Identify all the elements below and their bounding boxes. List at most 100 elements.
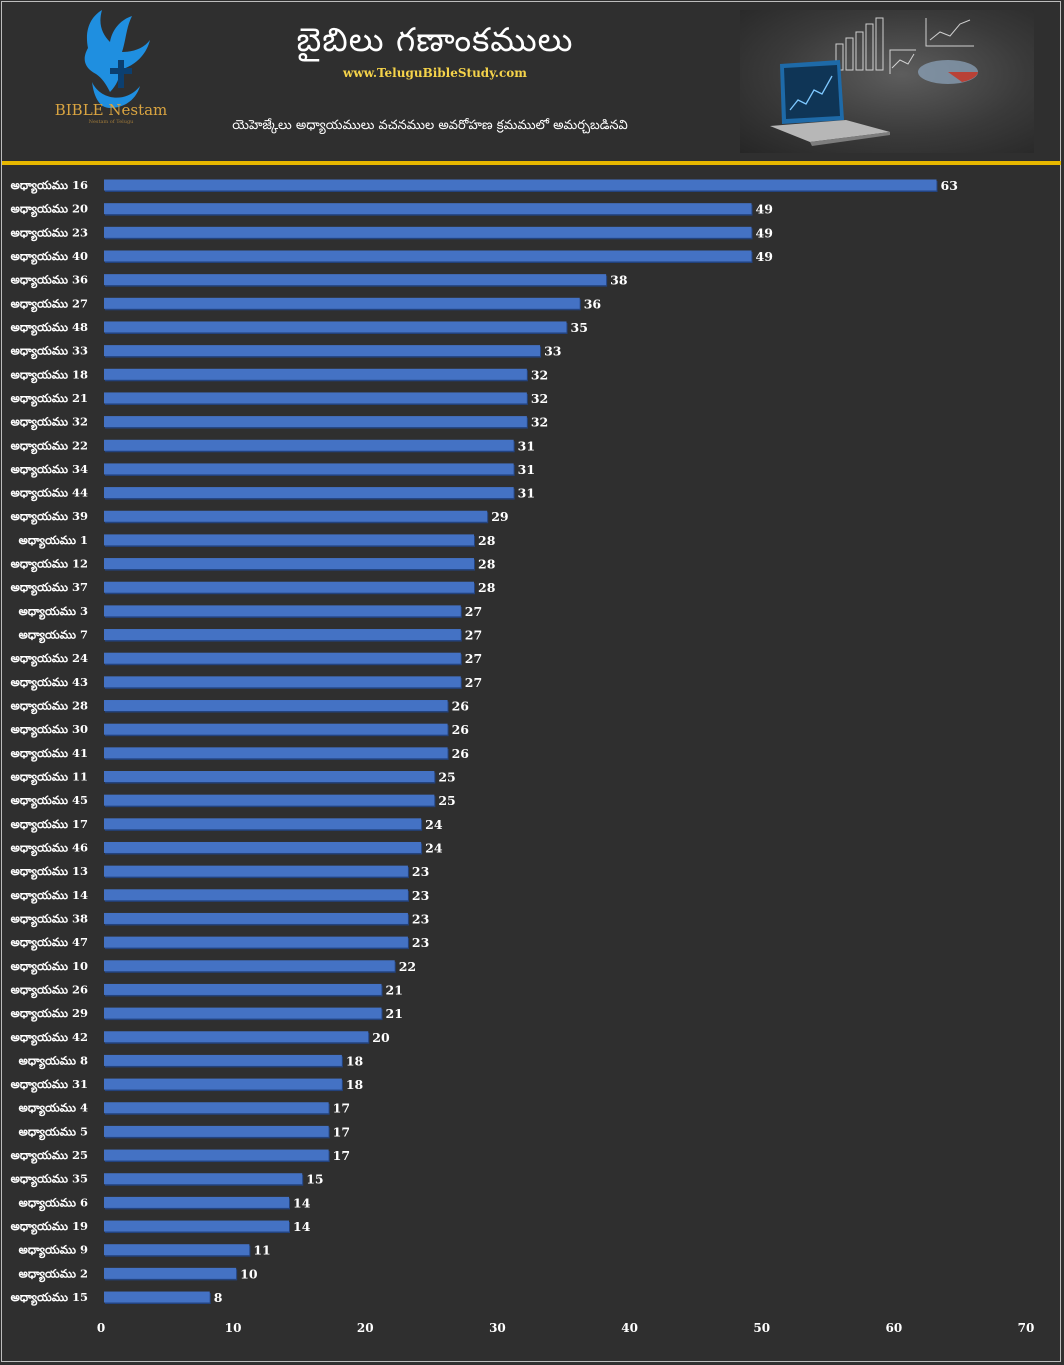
bar: [104, 865, 408, 877]
data-label: 33: [544, 344, 561, 359]
website-link[interactable]: www.TeluguBibleStudy.com: [343, 66, 527, 80]
bar: [104, 345, 541, 357]
bar: [104, 1220, 289, 1232]
data-label: 29: [491, 509, 508, 524]
bar: [104, 771, 435, 782]
category-label: అధ్యాయము 2: [19, 1266, 88, 1282]
data-label: 23: [412, 935, 429, 950]
header: BIBLE Nestam Nestam of Telugu బైబిలు గణా…: [0, 0, 1064, 158]
category-label: అధ్యాయము 28: [11, 699, 88, 715]
bar: [104, 1125, 329, 1137]
category-label: అధ్యాయము 38: [11, 911, 88, 927]
x-tick-label: 40: [621, 1321, 638, 1335]
category-label: అధ్యాయము 41: [11, 746, 88, 762]
bar: [104, 321, 567, 333]
bar: [104, 1007, 382, 1019]
data-label: 49: [756, 249, 773, 264]
bar: [104, 1196, 289, 1208]
bar: [104, 368, 527, 380]
bar: [104, 700, 448, 712]
bar: [104, 676, 461, 688]
bar: [104, 818, 422, 830]
category-label: అధ్యాయము 21: [11, 391, 88, 407]
data-label: 24: [425, 817, 443, 832]
bar: [104, 1244, 250, 1256]
bar: [104, 1291, 210, 1303]
bar: [104, 250, 752, 262]
data-label: 28: [478, 533, 496, 548]
x-tick-label: 0: [97, 1321, 105, 1335]
category-label: అధ్యాయము 8: [19, 1053, 88, 1069]
category-label: అధ్యాయము 37: [11, 580, 88, 596]
data-label: 36: [584, 296, 602, 311]
bar: [104, 274, 607, 286]
category-label: అధ్యాయము 25: [11, 1148, 88, 1164]
x-tick-label: 70: [1018, 1321, 1035, 1335]
data-label: 14: [293, 1195, 311, 1210]
data-label: 49: [756, 202, 773, 217]
bar: [104, 629, 461, 641]
bar: [104, 558, 474, 570]
bar: [104, 841, 422, 853]
bar: [104, 652, 461, 664]
bar: [104, 912, 408, 924]
category-label: అధ్యాయము 45: [11, 793, 88, 809]
category-label: అధ్యాయము 6: [19, 1195, 88, 1211]
category-label: అధ్యాయము 11: [11, 770, 88, 786]
bar: [104, 487, 514, 499]
data-label: 18: [346, 1053, 364, 1068]
data-label: 14: [293, 1219, 311, 1234]
bar: [104, 1149, 329, 1161]
category-label: అధ్యాయము 20: [11, 202, 88, 218]
category-label: అధ్యాయము 22: [11, 438, 88, 454]
data-label: 28: [478, 580, 496, 595]
page-subtitle: యెహెజ్కేలు అధ్యాయములు వచనముల అవరోహణ క్రమ…: [232, 118, 628, 133]
bar: [104, 463, 514, 475]
bar: [104, 1078, 342, 1090]
data-label: 38: [610, 273, 628, 288]
bar: [104, 1173, 303, 1185]
data-label: 26: [452, 722, 470, 737]
category-label: అధ్యాయము 24: [11, 651, 88, 667]
bar: [104, 510, 488, 522]
dove-logo-icon: [84, 10, 150, 108]
data-label: 27: [465, 604, 482, 619]
category-label: అధ్యాయము 35: [11, 1172, 88, 1188]
category-label: అధ్యాయము 27: [11, 296, 88, 312]
page-title: బైబిలు గణాంకములు: [296, 20, 574, 59]
bar: [104, 297, 580, 309]
data-label: 11: [253, 1243, 270, 1258]
x-tick-label: 60: [886, 1321, 903, 1335]
bar: [104, 1267, 237, 1279]
data-label: 22: [399, 959, 416, 974]
bar: [104, 203, 752, 215]
category-label: అధ్యాయము 32: [11, 415, 88, 431]
bar: [104, 605, 461, 617]
data-label: 23: [412, 911, 429, 926]
data-label: 25: [438, 793, 455, 808]
data-label: 27: [465, 675, 482, 690]
data-label: 28: [478, 557, 496, 572]
category-label: అధ్యాయము 18: [11, 367, 88, 383]
category-label: అధ్యాయము 44: [11, 486, 88, 502]
x-tick-label: 50: [753, 1321, 770, 1335]
data-label: 8: [214, 1290, 223, 1305]
data-label: 15: [306, 1172, 323, 1187]
bar: [104, 179, 937, 191]
data-label: 23: [412, 864, 429, 879]
data-label: 49: [756, 225, 773, 240]
data-label: 23: [412, 888, 429, 903]
category-label: అధ్యాయము 30: [11, 722, 88, 738]
category-label: అధ్యాయము 17: [11, 817, 88, 833]
bar: [104, 534, 474, 546]
data-label: 31: [518, 462, 535, 477]
logo-text: BIBLE Nestam: [54, 101, 168, 119]
bar: [104, 936, 408, 948]
bar: [104, 439, 514, 451]
x-tick-label: 30: [489, 1321, 506, 1335]
category-label: అధ్యాయము 10: [11, 959, 88, 975]
data-label: 18: [346, 1077, 364, 1092]
data-label: 32: [531, 415, 548, 430]
